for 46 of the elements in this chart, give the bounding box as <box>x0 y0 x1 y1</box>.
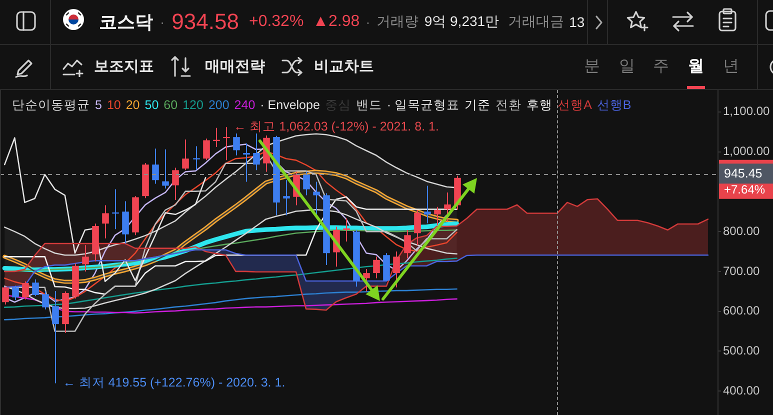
y-tick-label: 400.00 <box>723 383 760 398</box>
text: 5 <box>95 98 102 112</box>
annotation: ← 최저 419.55 (+122.76%) - 2020. 3. 1. <box>62 376 286 390</box>
text: 10 <box>106 98 121 112</box>
text: 매매전략 <box>205 57 265 76</box>
y-tick-label: 1,100.00 <box>723 104 770 118</box>
text: 보조지표 <box>94 57 154 76</box>
y-tick-label: 700.00 <box>723 264 760 278</box>
text: 비교차트 <box>314 57 374 76</box>
annotation: · 일목균형표 <box>386 97 460 114</box>
text: 선행A <box>558 97 592 114</box>
text: 240 <box>234 98 256 112</box>
text: 거래대금 <box>508 13 564 31</box>
annotation: ← 최고 1,062.03 (-12%) - 2021. 8. 1. <box>234 120 439 134</box>
text: +7.64% <box>724 182 766 197</box>
text: 일 <box>618 57 636 77</box>
y-tick-label: 800.00 <box>723 224 760 238</box>
legend-title: 단순이동평균 <box>12 97 90 114</box>
text: 분 <box>583 57 601 77</box>
text: 월 <box>687 57 705 77</box>
text: · <box>160 14 165 30</box>
chart-subtitle: 934.58 <box>172 9 239 35</box>
text: 13 <box>569 14 585 30</box>
text: 기준 <box>464 97 491 114</box>
y-tick-label: 500.00 <box>723 344 760 358</box>
text: 밴드 <box>356 97 382 114</box>
text: 9억 9,231만 <box>424 13 500 31</box>
text: 년 <box>722 57 740 77</box>
y-tick-label: 1,000.00 <box>723 144 770 158</box>
ref-line-label: 945.45 <box>724 166 762 181</box>
text: 60 <box>164 98 178 112</box>
text: 주 <box>652 57 670 77</box>
text: 20 <box>126 98 140 112</box>
text: 전환 <box>496 97 522 114</box>
text: 50 <box>144 98 159 112</box>
chart-title: 코스닥 <box>99 11 153 34</box>
text: 선행B <box>596 97 632 114</box>
text: ▲2.98 <box>312 13 360 31</box>
text: 200 <box>208 98 230 112</box>
y-tick-label: 600.00 <box>723 304 760 318</box>
annotation: · Envelope <box>260 98 320 112</box>
text: · <box>366 14 370 30</box>
text: 120 <box>182 98 204 112</box>
text: 거래량 <box>376 13 418 31</box>
text: 후행 <box>526 97 553 114</box>
text: +0.32% <box>248 13 304 31</box>
